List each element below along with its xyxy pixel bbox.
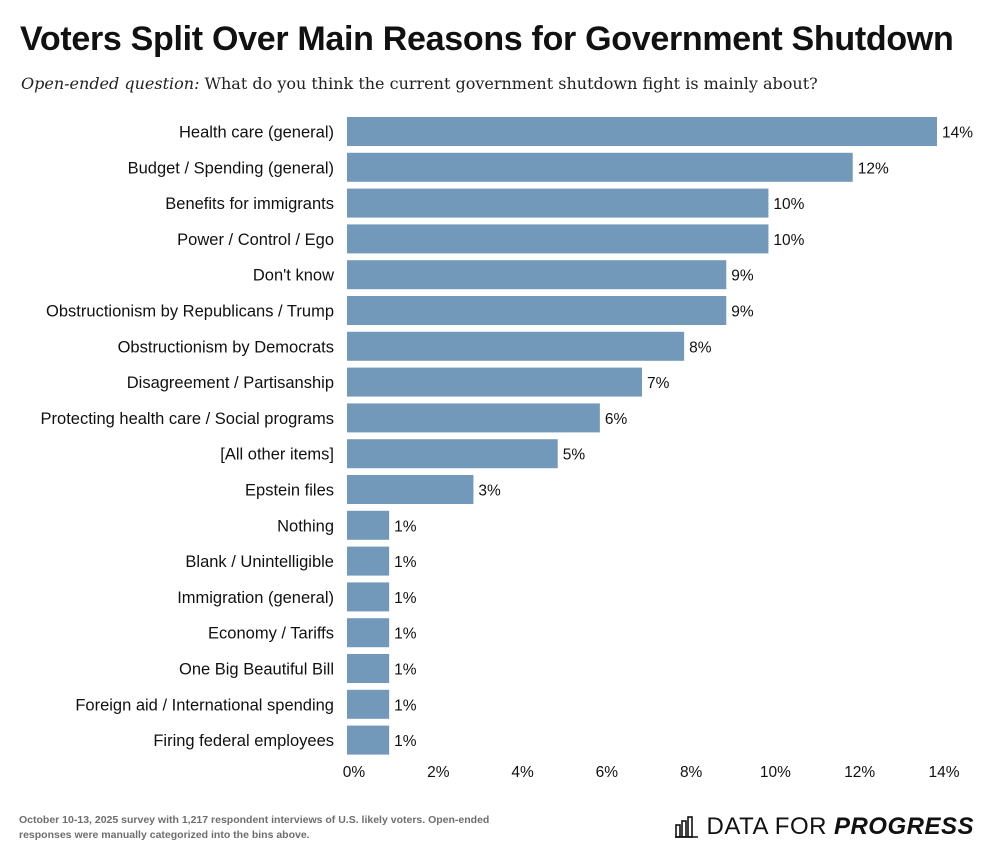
value-label: 12% xyxy=(858,160,889,177)
value-label: 14% xyxy=(942,125,973,142)
x-tick-label: 12% xyxy=(844,764,875,781)
category-label: Economy / Tariffs xyxy=(208,625,334,643)
x-tick-label: 2% xyxy=(427,764,450,781)
value-label: 6% xyxy=(605,411,628,428)
value-label: 7% xyxy=(647,375,670,392)
value-label: 8% xyxy=(689,339,712,356)
bar xyxy=(347,689,390,719)
category-label: Benefits for immigrants xyxy=(165,195,334,213)
bar xyxy=(347,439,558,469)
category-label: Don't know xyxy=(253,267,334,285)
footnote: October 10-13, 2025 survey with 1,217 re… xyxy=(19,814,490,841)
bar-chart: Health care (general) 14% Budget / Spendin… xyxy=(41,117,973,781)
bar xyxy=(347,117,937,146)
chart-subtitle: Open-ended question: What do you think t… xyxy=(21,74,818,93)
bar xyxy=(347,654,390,683)
bar xyxy=(347,296,727,325)
category-label: Blank / Unintelligible xyxy=(185,553,334,571)
value-label: 10% xyxy=(773,232,804,249)
logo-text-bold: PROGRESS xyxy=(833,813,974,840)
category-label: Obstructionism by Democrats xyxy=(118,338,334,356)
x-tick-label: 6% xyxy=(596,764,619,781)
x-tick-label: 10% xyxy=(760,764,791,781)
x-tick-label: 8% xyxy=(680,764,703,781)
category-label: One Big Beautiful Bill xyxy=(179,661,334,679)
value-label: 1% xyxy=(394,733,417,750)
subtitle-question: What do you think the current government… xyxy=(204,74,818,93)
bar-chart-icon xyxy=(674,816,698,838)
category-label: Firing federal employees xyxy=(153,732,334,750)
value-label: 5% xyxy=(563,447,586,464)
category-label: Health care (general) xyxy=(179,124,334,142)
bar xyxy=(347,510,390,540)
value-label: 1% xyxy=(394,626,417,643)
category-label: [All other items] xyxy=(220,446,334,464)
value-label: 1% xyxy=(394,554,417,571)
category-label: Nothing xyxy=(277,517,334,535)
bar xyxy=(347,152,853,182)
bar xyxy=(347,546,390,576)
bar xyxy=(347,475,474,504)
x-tick-label: 4% xyxy=(511,764,534,781)
category-label: Foreign aid / International spending xyxy=(75,696,334,714)
value-label: 3% xyxy=(478,483,501,500)
logo-text-light: DATA FOR xyxy=(706,813,827,840)
category-label: Budget / Spending (general) xyxy=(128,159,334,177)
category-label: Power / Control / Ego xyxy=(177,231,334,249)
value-label: 9% xyxy=(731,268,754,285)
value-label: 10% xyxy=(773,196,804,213)
value-label: 9% xyxy=(731,304,754,321)
category-label: Immigration (general) xyxy=(177,589,334,607)
value-label: 1% xyxy=(394,662,417,679)
subtitle-prefix: Open-ended question: xyxy=(21,74,200,93)
bar xyxy=(347,367,642,397)
bar xyxy=(347,224,769,254)
category-label: Epstein files xyxy=(245,482,334,500)
bar xyxy=(347,403,600,433)
data-for-progress-logo: DATA FOR PROGRESS xyxy=(674,813,974,841)
value-label: 1% xyxy=(394,697,417,714)
value-label: 1% xyxy=(394,590,417,607)
chart-title: Voters Split Over Main Reasons for Gover… xyxy=(20,20,954,58)
bar xyxy=(347,260,727,290)
value-label: 1% xyxy=(394,518,417,535)
x-tick-label: 14% xyxy=(928,764,959,781)
bar xyxy=(347,725,390,755)
category-label: Obstructionism by Republicans / Trump xyxy=(46,303,334,321)
bar xyxy=(347,188,769,218)
bar xyxy=(347,331,685,361)
category-label: Disagreement / Partisanship xyxy=(127,374,334,392)
bar xyxy=(347,582,390,612)
category-label: Protecting health care / Social programs xyxy=(41,410,334,428)
x-tick-label: 0% xyxy=(343,764,366,781)
bar xyxy=(347,618,390,648)
